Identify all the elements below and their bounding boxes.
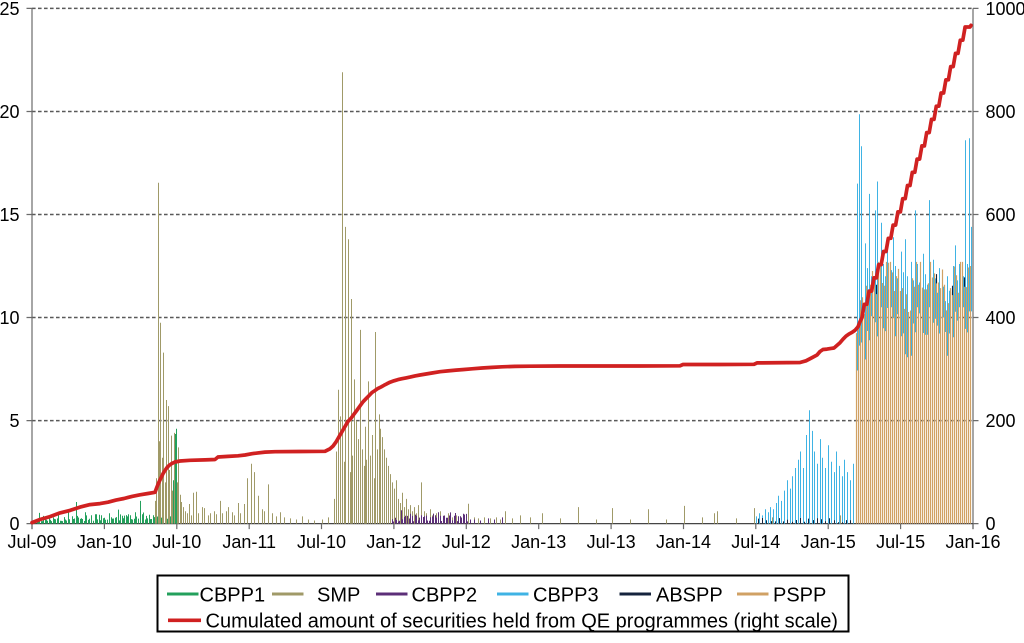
svg-text:ABSPP: ABSPP bbox=[656, 584, 723, 606]
svg-text:Jan-10: Jan-10 bbox=[77, 532, 132, 552]
svg-text:25: 25 bbox=[0, 0, 20, 19]
svg-text:1000: 1000 bbox=[986, 0, 1024, 19]
svg-text:CBPP1: CBPP1 bbox=[200, 584, 266, 606]
svg-text:Jul-10: Jul-10 bbox=[152, 532, 201, 552]
svg-text:200: 200 bbox=[986, 411, 1016, 431]
svg-text:Jan-11: Jan-11 bbox=[222, 532, 276, 552]
svg-text:CBPP2: CBPP2 bbox=[412, 584, 478, 606]
svg-text:400: 400 bbox=[986, 308, 1016, 328]
svg-text:600: 600 bbox=[986, 205, 1016, 225]
svg-text:Jan-12: Jan-12 bbox=[366, 532, 421, 552]
svg-text:0: 0 bbox=[9, 514, 19, 534]
svg-text:20: 20 bbox=[0, 102, 20, 122]
svg-text:Jan-15: Jan-15 bbox=[801, 532, 856, 552]
svg-text:10: 10 bbox=[0, 308, 20, 328]
svg-text:SMP: SMP bbox=[317, 584, 360, 606]
svg-text:PSPP: PSPP bbox=[773, 584, 826, 606]
svg-text:5: 5 bbox=[9, 411, 19, 431]
svg-text:Jul-10: Jul-10 bbox=[297, 532, 346, 552]
svg-text:0: 0 bbox=[986, 514, 996, 534]
svg-text:Jul-12: Jul-12 bbox=[442, 532, 491, 552]
svg-text:Jul-14: Jul-14 bbox=[731, 532, 780, 552]
svg-text:800: 800 bbox=[986, 102, 1016, 122]
svg-text:CBPP3: CBPP3 bbox=[533, 584, 599, 606]
svg-text:15: 15 bbox=[0, 205, 20, 225]
svg-text:Jul-15: Jul-15 bbox=[876, 532, 925, 552]
svg-text:Jul-13: Jul-13 bbox=[587, 532, 636, 552]
svg-text:Jan-14: Jan-14 bbox=[656, 532, 711, 552]
svg-text:Cumulated amount of securities: Cumulated amount of securities held from… bbox=[206, 611, 838, 633]
svg-text:Jan-13: Jan-13 bbox=[511, 532, 566, 552]
svg-text:Jan-16: Jan-16 bbox=[945, 532, 1000, 552]
svg-text:Jul-09: Jul-09 bbox=[7, 532, 56, 552]
